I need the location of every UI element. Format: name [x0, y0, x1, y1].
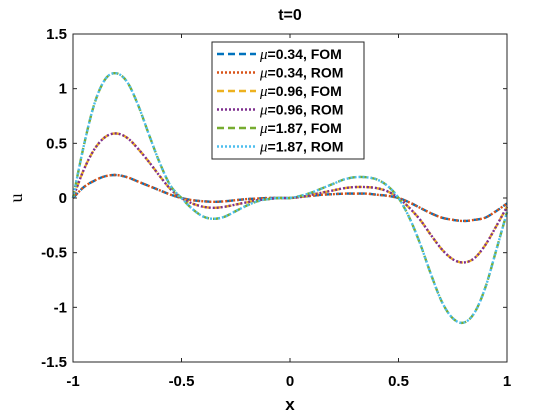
- legend-box: [211, 41, 365, 160]
- legend-entry-label: μ=0.34, FOM: [259, 46, 342, 63]
- legend-entry-label: μ=0.34, ROM: [259, 65, 343, 82]
- axis-ticks: -1 -0.5 0 0.5 1 1.5 1 0.5 0 -0.5 -1 -1.5: [41, 26, 511, 390]
- x-tick-label: 0.5: [388, 373, 409, 390]
- y-tick-label: -0.5: [41, 245, 67, 262]
- y-tick-label: 0: [59, 190, 67, 207]
- chart-title: t=0: [278, 7, 302, 24]
- x-tick-label: -1: [66, 373, 79, 390]
- x-tick-label: 1: [503, 373, 511, 390]
- x-tick-label: 0: [286, 373, 294, 390]
- y-tick-label: -1: [54, 299, 67, 316]
- y-tick-label: 0.5: [46, 135, 67, 152]
- legend-entry-label: μ=1.87, FOM: [259, 120, 342, 137]
- series-line-5: [71, 72, 509, 325]
- y-tick-label: 1: [59, 81, 67, 98]
- legend-entry-label: μ=1.87, ROM: [259, 139, 343, 156]
- y-tick-label: -1.5: [41, 354, 67, 371]
- y-axis-label: u: [6, 194, 26, 203]
- series-lines: [71, 72, 509, 325]
- x-tick-label: -0.5: [169, 373, 195, 390]
- legend-entry-label: μ=0.96, FOM: [259, 83, 342, 100]
- legend-entry-label: μ=0.96, ROM: [259, 102, 343, 119]
- y-tick-label: 1.5: [46, 26, 67, 43]
- x-axis-label: x: [285, 395, 295, 414]
